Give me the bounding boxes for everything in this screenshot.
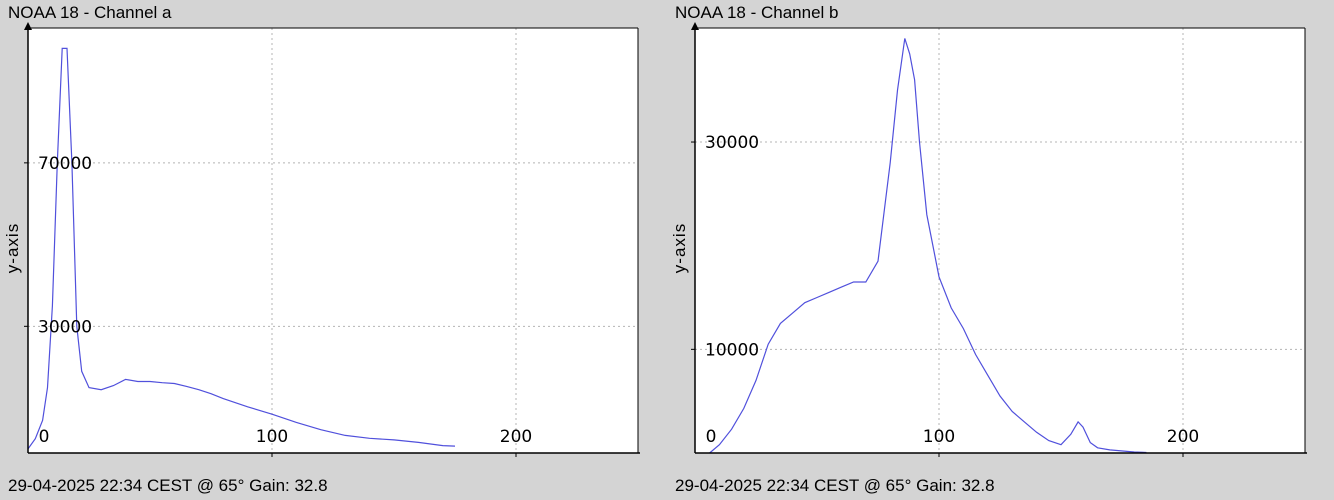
plot-area-b[interactable]: 0 100 200 10000 30000 [667, 0, 1307, 500]
y-tick-label: 70000 [38, 154, 92, 174]
data-line [27, 47, 456, 450]
y-axis-arrow [24, 22, 32, 30]
x-tick-label: 200 [1167, 427, 1199, 447]
y-tick-label: 10000 [705, 340, 759, 360]
plot-background [28, 28, 638, 453]
chart-panel-a: NOAA 18 - Channel a 0 100 200 30000 70000 y-… [0, 0, 640, 500]
plot-background [695, 28, 1305, 453]
chart-panel-b: NOAA 18 - Channel b 0 100 200 10000 30000 y-… [667, 0, 1307, 500]
x-tick-label: 200 [500, 427, 532, 447]
x-tick-label: 100 [256, 427, 288, 447]
y-axis-label: y-axis [670, 222, 690, 274]
data-line [709, 38, 1147, 454]
y-axis-label: y-axis [3, 222, 23, 274]
y-axis-arrow [691, 22, 699, 30]
y-tick-label: 30000 [38, 317, 92, 337]
x-tick-label: 0 [706, 427, 717, 447]
pass-info-caption: 29-04-2025 22:34 CEST @ 65° Gain: 32.8 [675, 476, 995, 495]
plot-area-a[interactable]: 0 100 200 30000 70000 [0, 0, 640, 500]
chart-title: NOAA 18 - Channel b [675, 3, 839, 22]
pass-info-caption: 29-04-2025 22:34 CEST @ 65° Gain: 32.8 [8, 476, 328, 495]
x-tick-label: 100 [923, 427, 955, 447]
chart-title: NOAA 18 - Channel a [8, 3, 172, 22]
x-tick-label: 0 [39, 427, 50, 447]
y-tick-label: 30000 [705, 133, 759, 153]
